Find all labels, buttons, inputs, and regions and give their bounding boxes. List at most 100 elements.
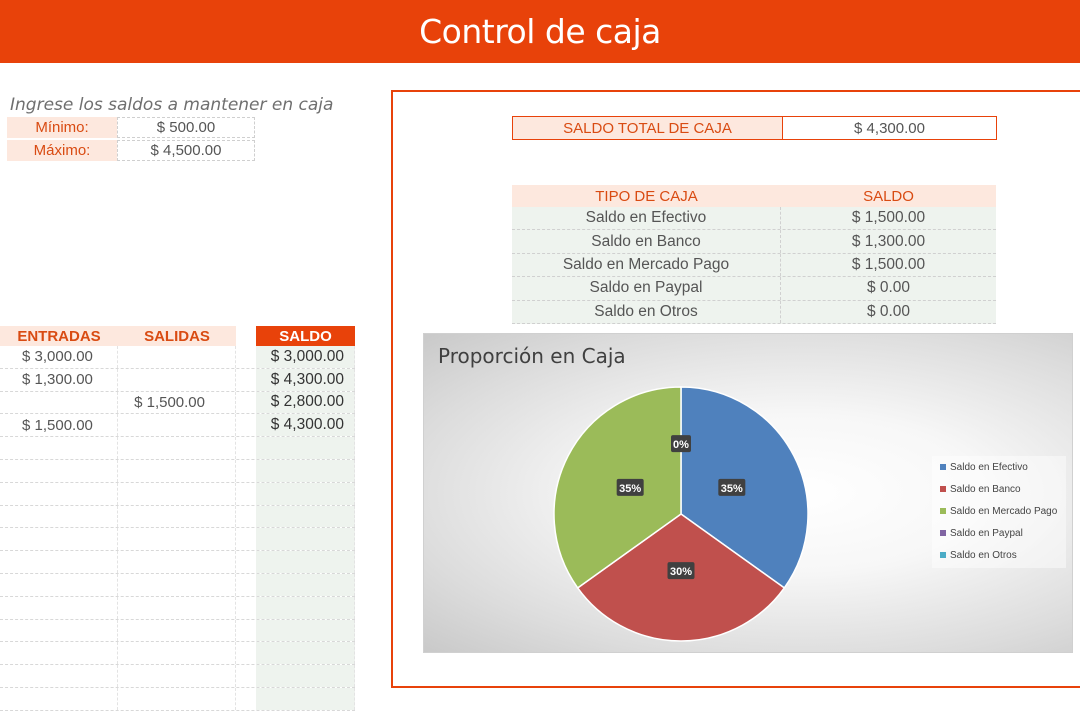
salida-cell[interactable]: $ 1,500.00	[118, 391, 236, 414]
salida-cell[interactable]	[118, 414, 236, 437]
data-label-bg	[616, 478, 644, 496]
saldo-cell	[256, 619, 355, 642]
pie-chart[interactable]: Proporción en Caja 35% 30% 35% 0% Saldo en …	[423, 333, 1073, 653]
entrada-cell[interactable]	[0, 596, 118, 619]
entrada-cell[interactable]: $ 1,300.00	[0, 368, 118, 391]
salida-cell[interactable]	[118, 619, 236, 642]
total-box: SALDO TOTAL DE CAJA $ 4,300.00	[512, 116, 997, 140]
legend-label: Saldo en Banco	[950, 483, 1021, 495]
table-row	[0, 528, 355, 552]
entrada-cell[interactable]	[0, 528, 118, 551]
salida-cell[interactable]	[118, 482, 236, 505]
tipo-header: TIPO DE CAJA	[595, 187, 698, 205]
min-label: Mínimo:	[7, 117, 117, 138]
salida-cell[interactable]	[118, 505, 236, 528]
saldo-cell	[256, 528, 355, 551]
legend-swatch	[940, 464, 946, 470]
entrada-cell[interactable]	[0, 482, 118, 505]
chart-title: Proporción en Caja	[438, 344, 626, 368]
chart-legend: Saldo en Efectivo Saldo en Banco Saldo en …	[932, 456, 1066, 568]
table-row	[0, 551, 355, 574]
salida-cell[interactable]	[118, 596, 236, 619]
entrada-cell[interactable]	[0, 619, 118, 642]
saldo-cell	[256, 482, 355, 505]
limits-instruction: Ingrese los saldos a mantener en caja	[10, 95, 334, 115]
salida-cell[interactable]	[118, 642, 236, 665]
salida-cell[interactable]	[118, 368, 236, 391]
entrada-cell[interactable]	[0, 437, 118, 459]
salida-cell[interactable]	[118, 665, 236, 687]
data-label: 35%	[619, 483, 641, 495]
tipo-saldo-cell: $ 1,500.00	[851, 255, 926, 273]
entrada-cell[interactable]	[0, 687, 118, 710]
pie-svg: 35% 30% 35% 0%	[553, 386, 809, 642]
data-label: 0%	[673, 439, 689, 451]
salida-cell[interactable]	[118, 437, 236, 459]
data-label: 35%	[721, 483, 743, 495]
tipo-row: Saldo en Mercado Pago $ 1,500.00	[512, 253, 996, 278]
table-row	[0, 642, 355, 666]
entrada-cell[interactable]	[0, 642, 118, 665]
saldo-cell	[256, 437, 355, 459]
legend-item: Saldo en Otros	[932, 544, 1066, 566]
legend-item: Saldo en Efectivo	[932, 456, 1066, 478]
legend-swatch	[940, 486, 946, 492]
table-row	[0, 505, 355, 529]
legend-swatch	[940, 530, 946, 536]
saldo-cell	[256, 459, 355, 482]
entrada-cell[interactable]	[0, 665, 118, 687]
saldo-cell	[256, 551, 355, 573]
data-label-bg	[718, 478, 746, 496]
entrada-cell[interactable]: $ 3,000.00	[0, 346, 118, 368]
salida-cell[interactable]	[118, 687, 236, 710]
saldo-header: SALDO	[256, 326, 355, 346]
entrada-cell[interactable]: $ 1,500.00	[0, 414, 118, 437]
table-row: $ 1,500.00 $ 4,300.00	[0, 414, 355, 438]
salida-cell[interactable]	[118, 551, 236, 573]
table-row	[0, 482, 355, 506]
table-row: $ 1,500.00 $ 2,800.00	[0, 391, 355, 415]
saldo-cell	[256, 596, 355, 619]
legend-label: Saldo en Mercado Pago	[950, 505, 1058, 517]
legend-item: Saldo en Paypal	[932, 522, 1066, 544]
legend-label: Saldo en Efectivo	[950, 461, 1028, 473]
table-row: $ 3,000.00 $ 3,000.00	[0, 346, 355, 369]
entrada-cell[interactable]	[0, 551, 118, 573]
entrada-cell[interactable]	[0, 459, 118, 482]
legend-item: Saldo en Mercado Pago	[932, 500, 1066, 522]
tipo-cell: Saldo en Otros	[512, 300, 781, 323]
saldo-cell	[256, 505, 355, 528]
max-row: Máximo: $ 4,500.00	[7, 140, 255, 161]
salida-cell[interactable]	[118, 573, 236, 596]
entrada-cell[interactable]	[0, 573, 118, 596]
table-row: $ 1,300.00 $ 4,300.00	[0, 368, 355, 392]
max-value-cell[interactable]: $ 4,500.00	[117, 140, 255, 161]
saldo-type-header: SALDO	[863, 187, 914, 205]
table-row	[0, 687, 355, 711]
tipo-row: Saldo en Efectivo $ 1,500.00	[512, 207, 996, 231]
total-value[interactable]: $ 4,300.00	[854, 119, 925, 137]
saldo-cell: $ 2,800.00	[256, 391, 355, 414]
tipo-caja-table: TIPO DE CAJA SALDO Saldo en Efectivo $ 1,…	[512, 185, 996, 324]
saldo-cell	[256, 687, 355, 710]
entrada-cell[interactable]	[0, 505, 118, 528]
table-row	[0, 619, 355, 643]
header-bar: Control de caja	[0, 0, 1080, 63]
tipo-cell: Saldo en Banco	[512, 230, 781, 253]
entrada-cell[interactable]	[0, 391, 118, 414]
salida-cell[interactable]	[118, 528, 236, 551]
table-row	[0, 437, 355, 460]
saldo-cell	[256, 573, 355, 596]
ledger-header-row: ENTRADAS SALIDAS SALDO	[0, 326, 355, 346]
table-row	[0, 665, 355, 688]
table-row	[0, 596, 355, 620]
data-label: 30%	[670, 566, 692, 578]
salida-cell[interactable]	[118, 346, 236, 368]
saldo-cell: $ 4,300.00	[256, 368, 355, 391]
saldo-cell	[256, 642, 355, 665]
salida-cell[interactable]	[118, 459, 236, 482]
tipo-cell: Saldo en Mercado Pago	[512, 253, 781, 277]
min-value-cell[interactable]: $ 500.00	[117, 117, 255, 138]
legend-swatch	[940, 508, 946, 514]
max-label: Máximo:	[7, 140, 117, 161]
